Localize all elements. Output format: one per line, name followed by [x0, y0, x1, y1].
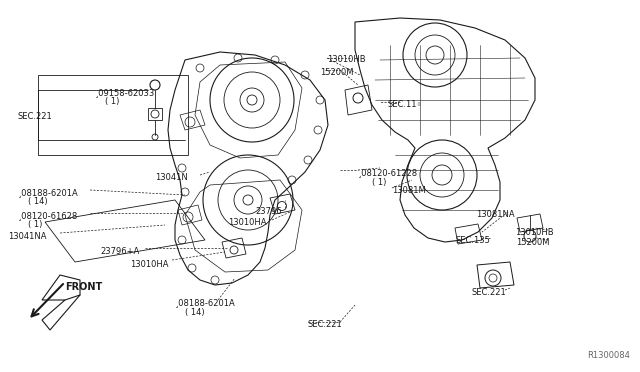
Text: 23796+A: 23796+A	[100, 247, 140, 256]
Text: SEC.221: SEC.221	[472, 288, 507, 297]
Text: SEC.221: SEC.221	[308, 320, 343, 329]
Text: R1300084: R1300084	[587, 351, 630, 360]
Text: 15200M: 15200M	[320, 68, 353, 77]
Text: 13010HA: 13010HA	[228, 218, 266, 227]
Text: ( 1): ( 1)	[28, 220, 42, 229]
Text: ( 1): ( 1)	[372, 178, 387, 187]
Polygon shape	[42, 275, 80, 330]
Text: ( 1): ( 1)	[105, 97, 120, 106]
Text: ¸08188-6201A: ¸08188-6201A	[18, 188, 79, 197]
Text: SEC.11◦: SEC.11◦	[388, 100, 422, 109]
Text: 13010HB: 13010HB	[515, 228, 554, 237]
Text: 13081M: 13081M	[392, 186, 426, 195]
Text: ¸08120-61228: ¸08120-61228	[358, 168, 418, 177]
Text: ( 14): ( 14)	[28, 197, 47, 206]
Text: SEC.221: SEC.221	[18, 112, 52, 121]
Text: 13041N: 13041N	[155, 173, 188, 182]
Text: FRONT: FRONT	[65, 282, 102, 292]
Text: ( 14): ( 14)	[185, 308, 205, 317]
Text: SEC.135: SEC.135	[455, 236, 490, 245]
Text: 13041NA: 13041NA	[8, 232, 47, 241]
Text: ¸08188-6201A: ¸08188-6201A	[175, 298, 236, 307]
Text: ¸08120-61628: ¸08120-61628	[18, 211, 78, 220]
Text: 23796: 23796	[255, 207, 282, 216]
Text: 15200M: 15200M	[516, 238, 550, 247]
Text: 13081NA: 13081NA	[476, 210, 515, 219]
Text: 13010HB: 13010HB	[327, 55, 365, 64]
Text: 13010HA: 13010HA	[130, 260, 168, 269]
Text: ¸09158-62033: ¸09158-62033	[95, 88, 156, 97]
Bar	[38, 75, 188, 155]
